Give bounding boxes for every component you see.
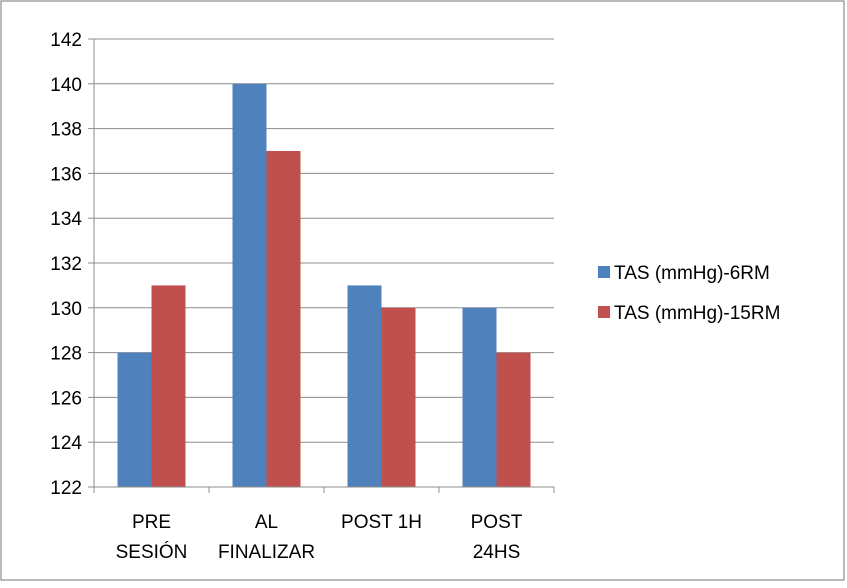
legend-swatch <box>598 306 610 318</box>
y-tick-label: 136 <box>50 164 82 185</box>
bar-15rm <box>496 352 531 487</box>
legend-label: TAS (mmHg)-15RM <box>614 303 780 324</box>
y-tick-label: 128 <box>50 344 82 365</box>
bar-15rm <box>381 307 416 487</box>
legend-swatch <box>598 266 610 278</box>
y-tick-label: 122 <box>50 478 82 499</box>
bar-15rm <box>151 285 186 487</box>
y-tick-label: 132 <box>50 254 82 275</box>
bar-6rm <box>117 352 152 487</box>
bar-6rm <box>232 83 267 488</box>
bar-15rm <box>266 151 301 487</box>
y-tick-label: 138 <box>50 120 82 141</box>
legend-label: TAS (mmHg)-6RM <box>614 263 770 284</box>
bars <box>117 83 531 488</box>
y-tick-label: 126 <box>50 388 82 409</box>
x-tick-label: POST 1H <box>341 512 422 533</box>
y-tick-label: 140 <box>50 75 82 96</box>
axes: 122 124 126 128 130 132 134 136 138 140 142 PRE SESI… <box>50 30 555 563</box>
x-tick-label: PRE SESIÓN <box>116 512 188 563</box>
bar-6rm <box>462 307 497 487</box>
bar-6rm <box>347 285 382 487</box>
legend: TAS (mmHg)-6RM TAS (mmHg)-15RM <box>598 263 780 324</box>
y-tick-label: 142 <box>50 30 82 51</box>
x-tick-label: POST 24HS <box>471 512 523 563</box>
y-tick-label: 130 <box>50 299 82 320</box>
y-tick-label: 134 <box>50 209 82 230</box>
x-tick-label: AL FINALIZAR <box>218 512 315 563</box>
y-tick-label: 124 <box>50 433 82 454</box>
